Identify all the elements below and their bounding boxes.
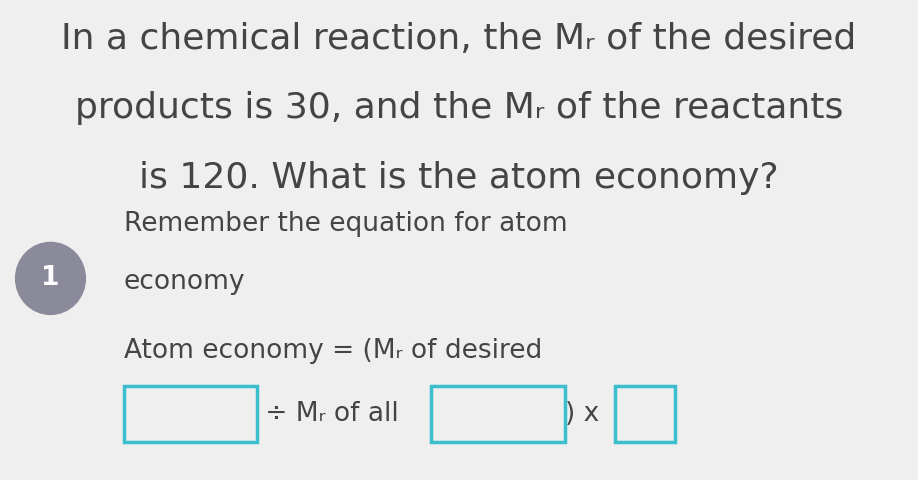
Text: is 120. What is the atom economy?: is 120. What is the atom economy? [140,161,778,195]
Text: 1: 1 [41,265,60,291]
FancyBboxPatch shape [431,386,565,442]
Text: In a chemical reaction, the Mᵣ of the desired: In a chemical reaction, the Mᵣ of the de… [62,22,856,56]
Ellipse shape [16,242,85,314]
Text: products is 30, and the Mᵣ of the reactants: products is 30, and the Mᵣ of the reacta… [74,91,844,125]
Text: Remember the equation for atom: Remember the equation for atom [124,211,567,237]
Text: ) x: ) x [565,401,607,427]
FancyBboxPatch shape [124,386,257,442]
Text: Atom economy = (Mᵣ of desired: Atom economy = (Mᵣ of desired [124,338,543,364]
FancyBboxPatch shape [615,386,675,442]
Text: ÷ Mᵣ of all: ÷ Mᵣ of all [257,401,408,427]
Text: economy: economy [124,269,245,295]
